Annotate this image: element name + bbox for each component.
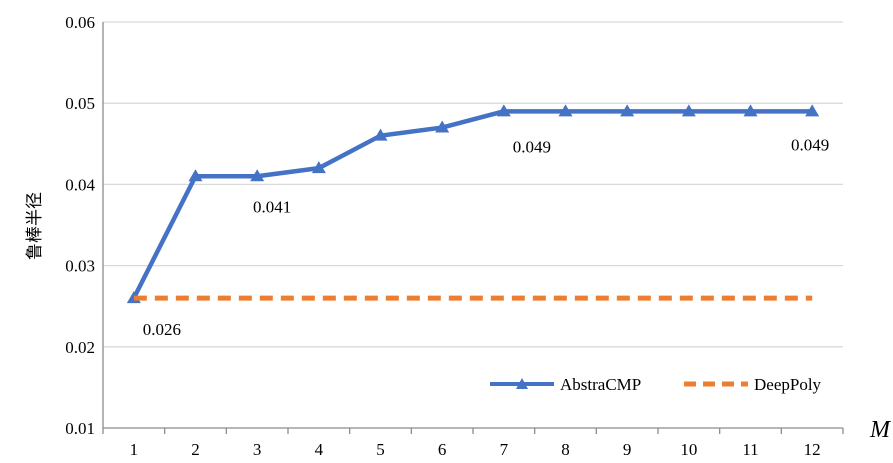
- x-tick-label: 1: [130, 440, 139, 459]
- data-point-abstracmp: [558, 104, 573, 117]
- legend-label-deeppoly: DeepPoly: [754, 375, 822, 394]
- y-tick-label: 0.02: [65, 338, 95, 357]
- data-point-abstracmp: [496, 104, 511, 117]
- axes: [102, 22, 844, 434]
- legend-label-abstracmp: AbstraCMP: [560, 375, 641, 394]
- y-axis-label: 鲁棒半径: [25, 192, 45, 260]
- grid-lines: [103, 21, 843, 348]
- x-tick-label: 12: [804, 440, 821, 459]
- data-point-abstracmp: [743, 104, 758, 117]
- x-tick-label: 4: [315, 440, 324, 459]
- y-tick-label: 0.03: [65, 257, 95, 276]
- data-annotations: 0.026 0.041 0.049 0.049: [143, 135, 830, 339]
- data-label: 0.041: [253, 197, 291, 216]
- x-axis-label: M: [869, 417, 892, 443]
- x-tick-label: 2: [191, 440, 200, 459]
- x-tick-label: 8: [561, 440, 570, 459]
- data-point-abstracmp: [250, 169, 265, 182]
- data-point-abstracmp: [620, 104, 635, 117]
- y-tick-label: 0.05: [65, 94, 95, 113]
- data-label: 0.049: [791, 135, 829, 154]
- series-line-abstracmp: [131, 109, 813, 300]
- y-tick-label: 0.06: [65, 13, 95, 32]
- y-tick-labels: 0.01 0.02 0.03 0.04 0.05 0.06: [65, 13, 95, 438]
- x-tick-labels: 1 2 3 4 5 6 7 8 9 10 11 12: [130, 440, 821, 459]
- legend-item-deeppoly: DeepPoly: [684, 375, 822, 394]
- data-point-abstracmp: [805, 104, 820, 117]
- x-tick-label: 10: [680, 440, 697, 459]
- series-group: [126, 104, 820, 304]
- y-tick-label: 0.01: [65, 419, 95, 438]
- legend-item-abstracmp: AbstraCMP: [490, 375, 641, 394]
- data-point-abstracmp: [681, 104, 696, 117]
- x-tick-label: 11: [742, 440, 758, 459]
- x-tick-label: 7: [500, 440, 509, 459]
- x-tick-label: 3: [253, 440, 262, 459]
- x-tick-label: 9: [623, 440, 632, 459]
- x-tick-label: 5: [376, 440, 385, 459]
- data-point-abstracmp: [311, 161, 326, 174]
- legend-marker-abstracmp: [516, 378, 528, 389]
- data-point-abstracmp: [435, 120, 450, 133]
- legend: AbstraCMP DeepPoly: [490, 375, 822, 394]
- data-label: 0.049: [513, 137, 551, 156]
- x-tick-label: 6: [438, 440, 447, 459]
- data-point-abstracmp: [373, 128, 388, 141]
- data-label: 0.026: [143, 320, 181, 339]
- y-tick-label: 0.04: [65, 175, 95, 194]
- data-point-abstracmp: [188, 169, 203, 182]
